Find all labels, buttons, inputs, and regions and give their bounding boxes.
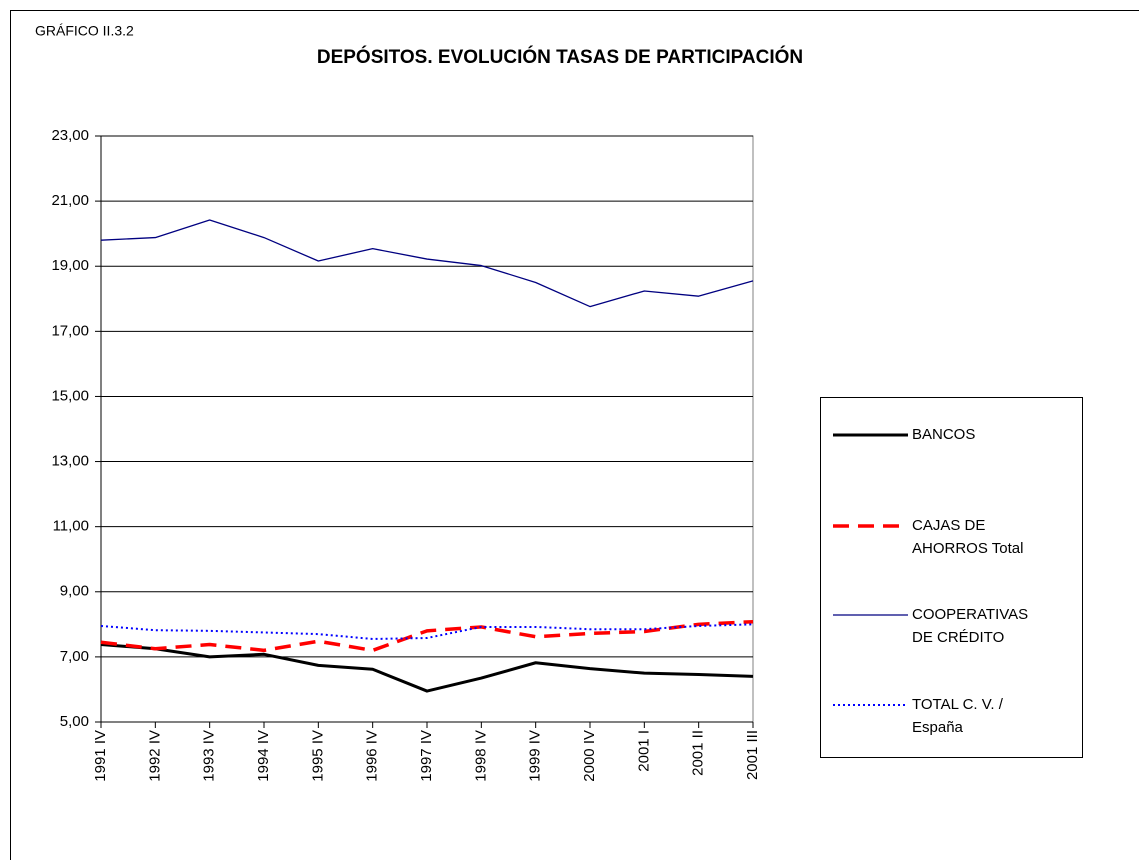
y-tick-label: 9,00 bbox=[60, 583, 89, 600]
series-line bbox=[100, 619, 754, 653]
y-tick-label: 15,00 bbox=[51, 387, 89, 404]
legend-label: BANCOS bbox=[912, 426, 976, 443]
x-tick-label: 2001 I bbox=[635, 730, 652, 772]
x-tick-label: 1994 IV bbox=[255, 730, 272, 782]
x-tick-label: 1998 IV bbox=[472, 730, 489, 782]
y-tick-label: 23,00 bbox=[51, 127, 89, 144]
x-tick-label: 1997 IV bbox=[418, 730, 435, 782]
chart-label: GRÁFICO II.3.2 bbox=[35, 23, 134, 39]
x-tick-label: 1991 IV bbox=[92, 730, 109, 782]
x-tick-label: 2001 III bbox=[744, 730, 761, 780]
x-tick-label: 1996 IV bbox=[364, 730, 381, 782]
y-tick-label: 19,00 bbox=[51, 257, 89, 274]
chart-title: DEPÓSITOS. EVOLUCIÓN TASAS DE PARTICIPAC… bbox=[317, 46, 803, 68]
x-tick-label: 2000 IV bbox=[581, 730, 598, 782]
y-tick-label: 7,00 bbox=[60, 648, 89, 665]
x-tick-label: 1999 IV bbox=[527, 730, 544, 782]
y-tick-label: 13,00 bbox=[51, 453, 89, 470]
x-tick-label: 1992 IV bbox=[146, 730, 163, 782]
y-tick-label: 11,00 bbox=[53, 518, 89, 535]
x-tick-label: 1995 IV bbox=[309, 730, 326, 782]
x-tick-label: 1993 IV bbox=[201, 730, 218, 782]
y-tick-label: 21,00 bbox=[51, 192, 89, 209]
frame bbox=[10, 10, 1139, 860]
legend-box bbox=[820, 397, 1083, 758]
series-line bbox=[100, 643, 754, 693]
series-line bbox=[100, 219, 754, 308]
legend-label: CAJAS DE AHORROS Total bbox=[912, 517, 1024, 557]
series-line bbox=[100, 623, 754, 640]
y-tick-label: 5,00 bbox=[60, 713, 89, 730]
x-tick-label: 2001 II bbox=[690, 730, 707, 776]
legend-label: TOTAL C. V. / España bbox=[912, 696, 1003, 736]
y-tick-label: 17,00 bbox=[51, 322, 89, 339]
legend-label: COOPERATIVAS DE CRÉDITO bbox=[912, 606, 1029, 646]
